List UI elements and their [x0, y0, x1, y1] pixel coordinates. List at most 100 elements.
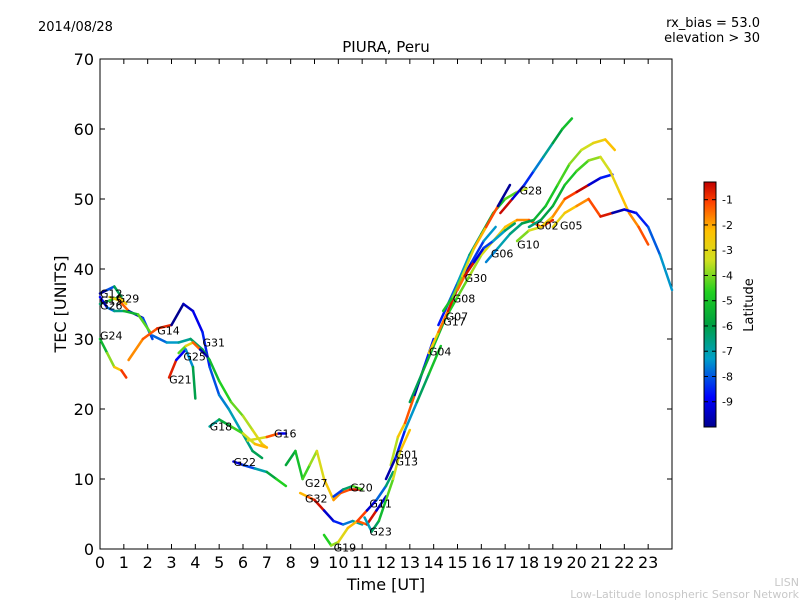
- satellite-label: G19: [334, 542, 357, 555]
- track-segment: [98, 337, 109, 355]
- track-segment: [556, 162, 571, 187]
- track-segment: [117, 299, 130, 313]
- x-tick-label: 1: [119, 553, 129, 572]
- track-segment: [515, 229, 531, 243]
- satellite-track-g10: [515, 173, 614, 243]
- track-segment: [456, 274, 466, 292]
- date-label: 2014/08/28: [38, 20, 113, 35]
- satellite-label: G21: [169, 374, 192, 387]
- series-group: [98, 117, 674, 547]
- track-segment: [322, 509, 335, 523]
- satellite-label: G10: [517, 239, 540, 252]
- track-segment: [468, 253, 483, 278]
- track-segment: [306, 495, 316, 502]
- satellite-track-g20: [332, 484, 364, 498]
- y-tick-label: 20: [74, 400, 94, 419]
- track-segment: [167, 358, 178, 379]
- satellite-track-g18: [208, 418, 269, 449]
- track-segment: [229, 425, 245, 435]
- track-segment: [341, 519, 354, 526]
- satellite-label: G32: [305, 493, 328, 506]
- track-segment: [527, 225, 543, 232]
- track-segment: [520, 218, 536, 225]
- satellite-track-g24: [98, 337, 128, 379]
- colorbar-tick-label: -2: [722, 219, 733, 232]
- track-segment: [389, 435, 400, 467]
- track-segment: [437, 309, 450, 334]
- x-tick-label: 4: [190, 553, 200, 572]
- track-segment: [627, 211, 640, 229]
- x-tick-label: 10: [328, 553, 348, 572]
- track-segment: [301, 463, 311, 481]
- track-segment: [511, 183, 526, 201]
- satellite-label: G12: [100, 288, 123, 301]
- colorbar-tick-label: -5: [722, 295, 733, 308]
- track-segment: [232, 460, 245, 467]
- colorbar-tick-label: -4: [722, 269, 733, 282]
- x-tick-label: 12: [376, 553, 396, 572]
- satellite-label: G22: [233, 456, 256, 469]
- satellite-track-g31: [151, 334, 269, 449]
- x-tick-label: 3: [166, 553, 176, 572]
- x-tick-label: 13: [400, 553, 420, 572]
- satellite-label: G23: [369, 526, 392, 539]
- colorbar-tick-label: -1: [722, 194, 733, 207]
- satellite-label: G26: [100, 299, 123, 312]
- track-segment: [155, 323, 173, 330]
- track-segment: [184, 348, 195, 369]
- satellite-track-g13: [384, 344, 443, 481]
- track-segment: [375, 484, 388, 502]
- track-segment: [637, 225, 650, 246]
- x-tick-label: 18: [519, 553, 539, 572]
- track-segment: [451, 274, 464, 299]
- track-segment: [415, 372, 431, 404]
- satellite-label: G05: [560, 220, 583, 233]
- track-segment: [105, 306, 116, 313]
- track-segment: [384, 477, 395, 502]
- colorbar-tick-label: -9: [722, 396, 733, 409]
- track-segment: [587, 176, 602, 187]
- track-segment: [472, 246, 485, 264]
- track-segment: [315, 449, 326, 481]
- track-segment: [568, 148, 583, 166]
- satellite-track-g12: [98, 285, 123, 299]
- track-segment: [408, 372, 423, 404]
- track-segment: [98, 288, 109, 295]
- track-segment: [351, 519, 364, 526]
- track-segment: [253, 467, 269, 474]
- track-segment: [499, 197, 514, 215]
- track-segment: [363, 516, 373, 533]
- track-segment: [229, 400, 245, 418]
- track-segment: [105, 285, 116, 292]
- satellite-label: G30: [465, 272, 488, 285]
- track-segment: [332, 519, 345, 526]
- track-segment: [580, 141, 595, 152]
- track-segment: [532, 204, 547, 222]
- track-segment: [251, 428, 264, 446]
- track-segment: [332, 491, 342, 502]
- track-segment: [217, 393, 230, 411]
- track-segment: [503, 222, 516, 232]
- y-tick-label: 70: [74, 50, 94, 69]
- track-segment: [539, 215, 555, 229]
- satellite-label: G13: [396, 456, 419, 469]
- satellite-label: G02: [536, 220, 559, 233]
- x-tick-label: 5: [214, 553, 224, 572]
- track-segment: [265, 432, 280, 439]
- x-tick-label: 15: [447, 553, 467, 572]
- track-segment: [217, 379, 233, 404]
- footer-org-long: Low-Latitude Ionospheric Sensor Network: [570, 588, 799, 600]
- track-segment: [420, 344, 435, 376]
- x-tick-label: 0: [95, 553, 105, 572]
- track-segment: [441, 295, 454, 313]
- track-segment: [563, 169, 578, 187]
- track-segment: [175, 348, 188, 362]
- colorbar-tick-label: -6: [722, 320, 733, 333]
- track-segment: [608, 169, 621, 194]
- chart-title: PIURA, Peru: [342, 38, 429, 56]
- satellite-track-g27: [284, 449, 362, 502]
- track-segment: [191, 309, 204, 334]
- colorbar: [703, 181, 717, 428]
- track-segment: [599, 173, 614, 180]
- satellite-track-g28: [499, 117, 574, 215]
